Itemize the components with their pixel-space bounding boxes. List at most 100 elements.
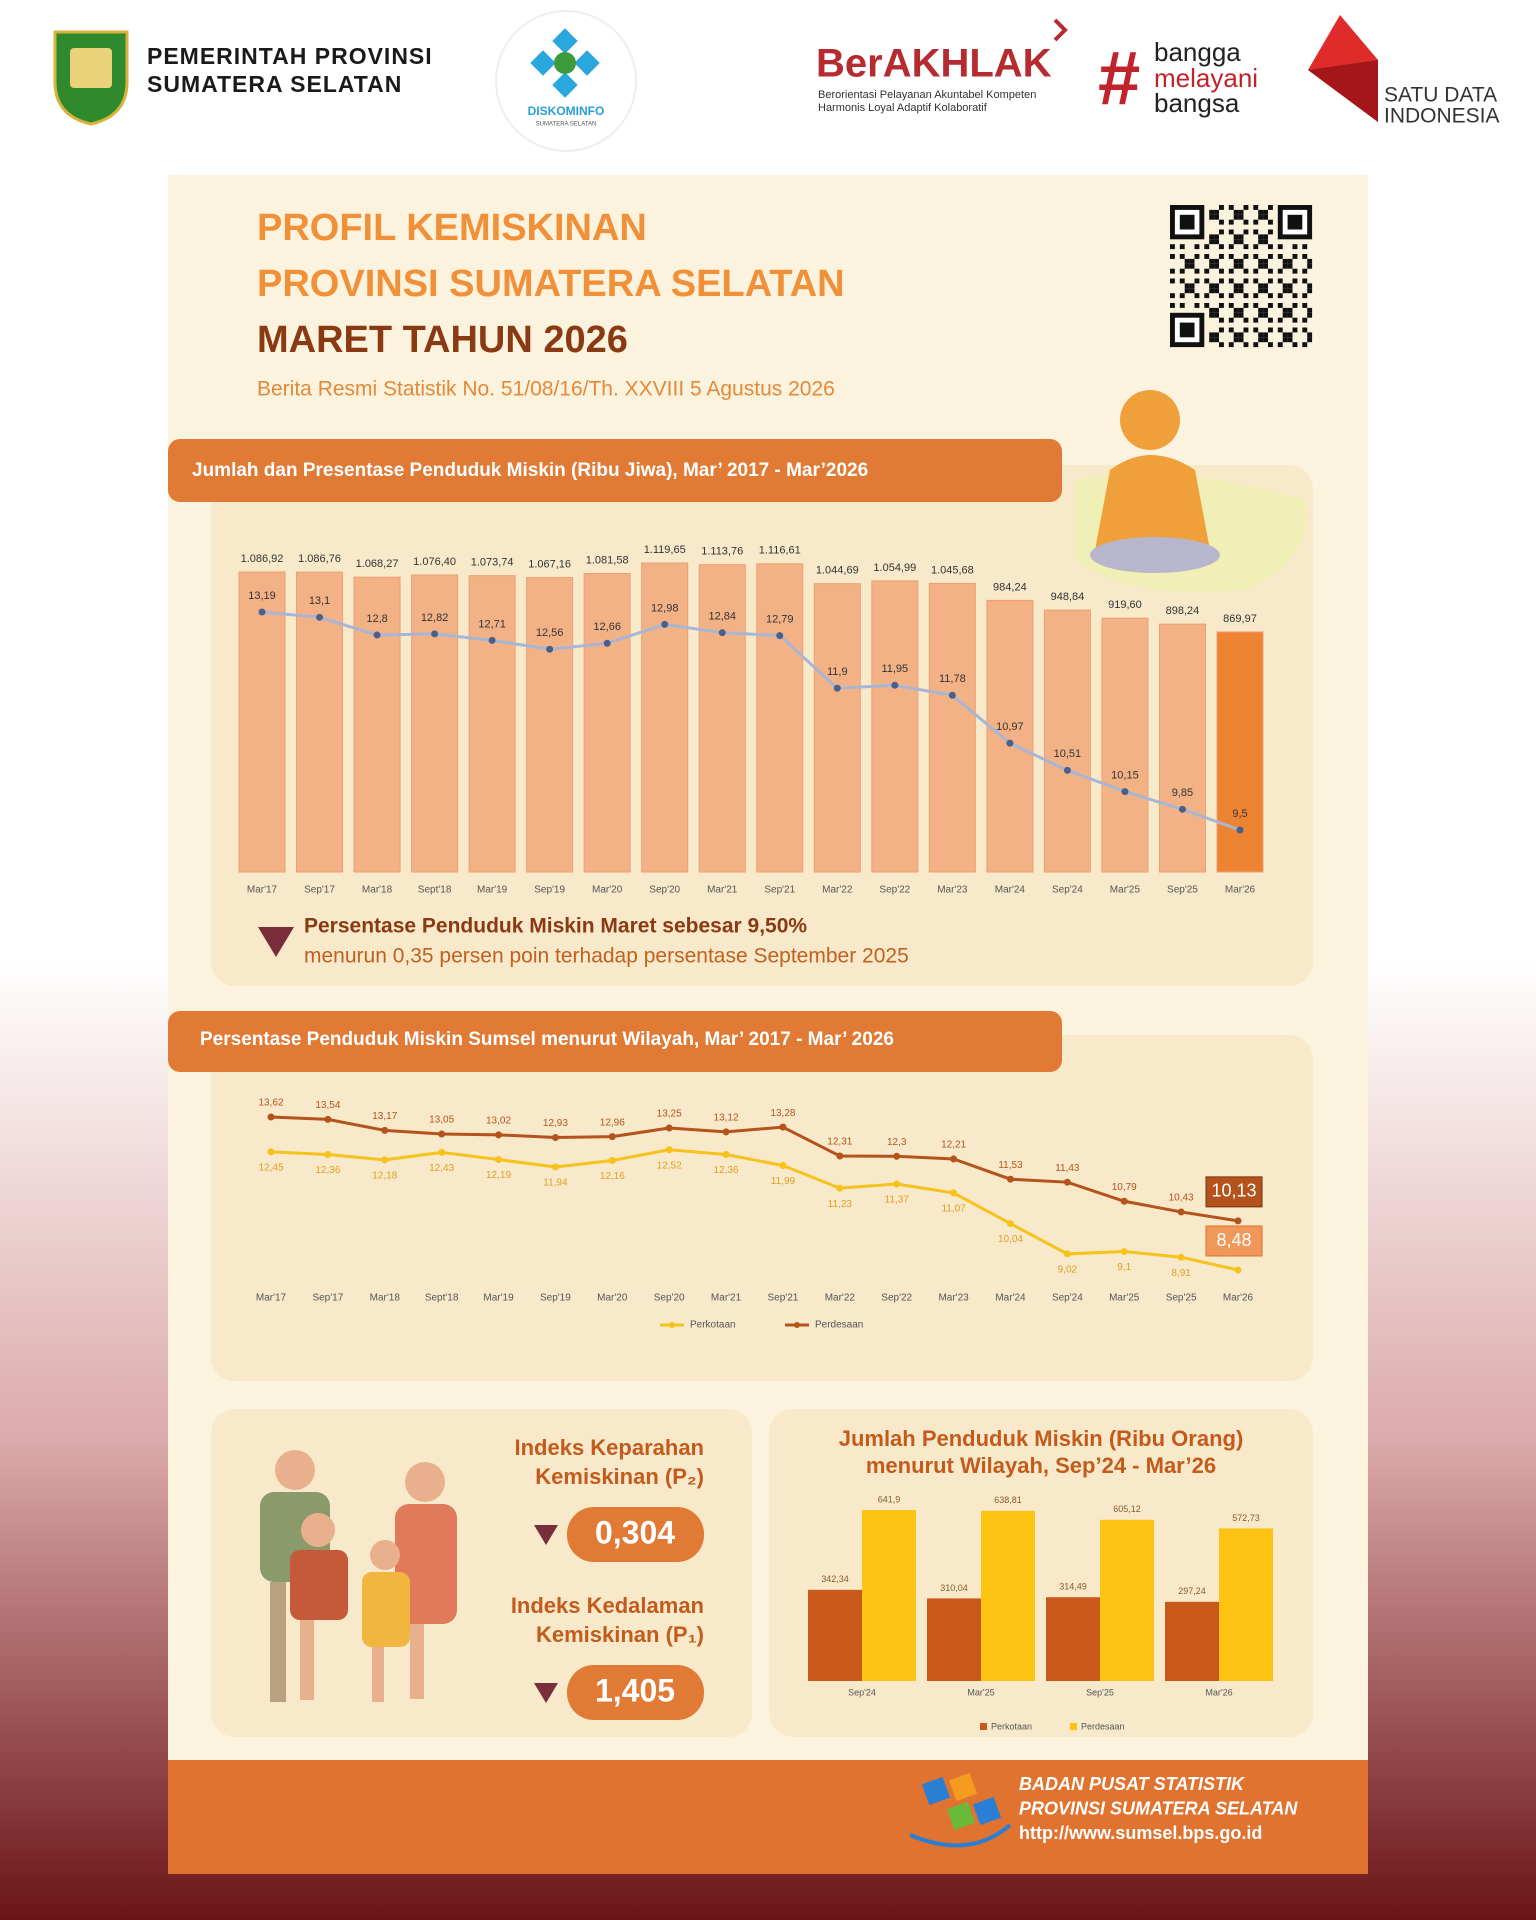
qr-module [1258,234,1264,240]
legend-swatch [980,1723,987,1730]
qr-module [1277,244,1283,250]
qr-module [1194,268,1200,274]
qr-module [1258,258,1264,264]
line-point [891,681,899,689]
line-point [1120,1248,1128,1256]
qr-module [1258,209,1264,215]
line [261,610,1241,832]
qr-module [1243,278,1249,284]
bar-value-label: 297,24 [1178,1586,1206,1596]
line-point [722,1128,730,1136]
qr-module [1228,219,1234,225]
line-point [1121,788,1129,796]
qr-module [1214,283,1219,289]
bar [353,576,401,873]
qr-module [1258,214,1264,220]
bar-value-label: 1.076,40 [413,556,456,568]
qr-module [1238,263,1244,269]
qr-module [1292,342,1298,348]
line-point [381,1156,389,1164]
line-value-label: 10,15 [1111,770,1139,782]
line-point [1178,805,1186,813]
qr-module [1307,288,1313,294]
bar [928,582,976,873]
qr-module [1189,288,1195,294]
line-value-label: 10,79 [1112,1182,1137,1193]
qr-module [1214,234,1219,240]
qr-module [1277,327,1283,333]
qr-module [1204,244,1210,250]
qr-module [1170,244,1175,250]
line-value-label: 11,53 [998,1160,1023,1171]
bar-value-label: 1.045,68 [931,564,974,576]
qr-module [1263,332,1268,338]
qr-module [1238,209,1244,215]
line-point [836,1152,844,1160]
legend-swatch [1070,1723,1077,1730]
qr-module [1219,293,1224,299]
qr-module [1258,263,1264,269]
line-point [950,1189,958,1197]
qr-module [1219,327,1224,333]
bar-value-label: 310,04 [940,1583,968,1593]
qr-module [1253,254,1259,259]
line-value-label: 13,25 [657,1109,682,1120]
family-illustration [260,1450,457,1702]
index-label: Indeks Keparahan [514,1435,704,1460]
qr-module [1277,268,1283,274]
line-value-label: 11,37 [885,1195,910,1206]
bar-value-label: 1.116,61 [759,545,801,557]
qr-module [1243,317,1249,323]
value-box [1205,1176,1263,1208]
qr-module [1307,307,1313,313]
legend-label: Perkotaan [991,1721,1032,1731]
x-tick-label: Sep'24 [1052,1293,1083,1304]
x-tick-label: Mar'17 [247,885,278,896]
title: MARET TAHUN 2026 [257,319,628,361]
qr-module [1189,283,1195,289]
line-value-label: 13,54 [315,1100,340,1111]
qr-module [1307,263,1313,269]
qr-module [1287,307,1293,313]
qr-module [1277,317,1283,323]
qr-module [1258,337,1264,343]
bar [986,599,1034,873]
line-point [1006,1220,1014,1228]
legend-swatch [669,1322,675,1328]
qr-module [1170,303,1175,308]
x-tick-label: Mar'21 [707,885,738,896]
bar-value-label: 1.113,76 [701,546,743,558]
qr-module [1170,254,1175,259]
down-triangle [534,1683,558,1703]
line-point [381,1126,389,1134]
qr-module [1302,268,1308,274]
line-value-label: 11,95 [881,663,908,675]
qr-module [1194,254,1200,259]
line-value-label: 11,78 [939,673,966,685]
qr-module [1277,342,1283,348]
qr-module [1292,268,1298,274]
qr-module [1302,254,1308,259]
qr-module [1204,254,1210,259]
qr-module [1282,288,1288,294]
line-value-label: 13,02 [486,1116,511,1127]
qr-module [1189,263,1195,269]
header-text: SUMATERA SELATAN [147,71,402,97]
subtitle: Berita Resmi Statistik No. 51/08/16/Th. … [257,378,835,401]
qr-module [1219,205,1224,210]
qr-module [1282,258,1288,264]
bar-value-label: 1.068,27 [356,558,399,570]
x-tick-label: Sep'24 [848,1687,876,1697]
qr-module [1268,244,1273,250]
qr-module [1258,332,1264,338]
x-tick-label: Sep'17 [312,1293,343,1304]
qr-module [1238,239,1244,245]
logo-text: # [1098,36,1140,121]
qr-module [1233,288,1239,294]
qr-module [1277,293,1283,299]
qr-module [1263,234,1268,240]
bar [927,1598,981,1681]
bar [641,562,689,873]
qr-module [1214,214,1219,220]
qr-module [1268,342,1273,348]
